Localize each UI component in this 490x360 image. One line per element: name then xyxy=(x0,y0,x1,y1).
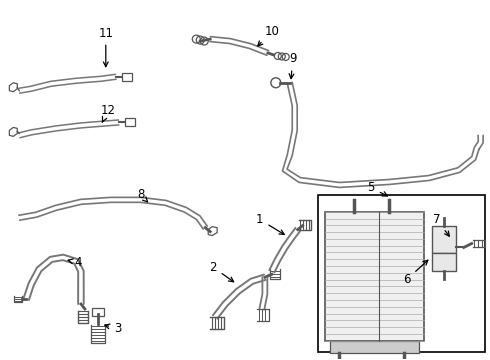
Text: 11: 11 xyxy=(98,27,113,67)
Bar xyxy=(122,73,132,81)
Bar xyxy=(124,118,135,126)
Text: 8: 8 xyxy=(137,188,147,202)
Bar xyxy=(324,212,424,341)
Text: 4: 4 xyxy=(68,256,82,269)
Text: 5: 5 xyxy=(368,181,388,196)
Bar xyxy=(432,253,456,271)
Text: 7: 7 xyxy=(433,213,449,236)
Bar xyxy=(329,341,419,353)
Bar xyxy=(432,226,456,253)
Text: 10: 10 xyxy=(258,24,279,46)
Text: 12: 12 xyxy=(100,104,115,122)
Text: 1: 1 xyxy=(256,213,284,234)
Text: 6: 6 xyxy=(403,260,428,286)
Text: 3: 3 xyxy=(105,322,122,336)
Text: 2: 2 xyxy=(209,261,234,282)
Bar xyxy=(318,195,485,352)
Text: 9: 9 xyxy=(289,53,296,78)
Bar xyxy=(92,308,104,316)
